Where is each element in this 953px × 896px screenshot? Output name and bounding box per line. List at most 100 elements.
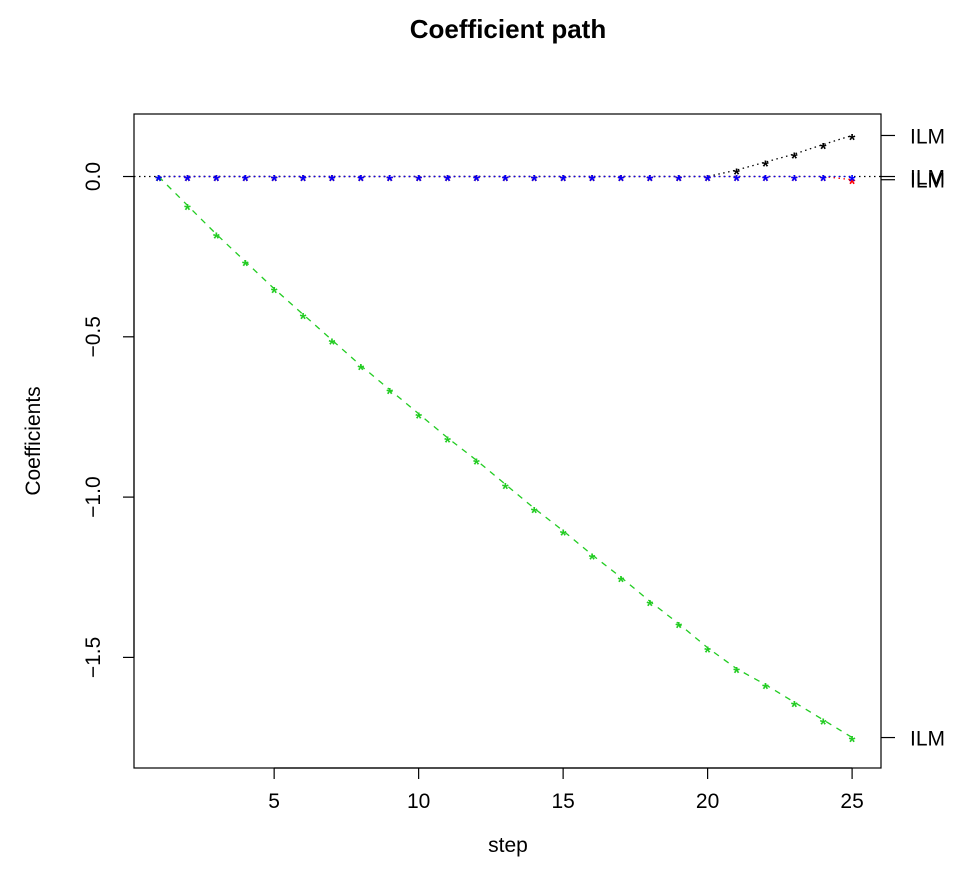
series-1-point: *	[386, 172, 393, 191]
series-4-point: *	[704, 172, 711, 191]
series-3-point: *	[473, 455, 480, 474]
series-4-point: *	[647, 172, 654, 191]
series-1-point: *	[704, 172, 711, 191]
series-1-point: *	[300, 172, 307, 191]
series-1-point: *	[791, 149, 798, 168]
series-3-point: *	[560, 526, 567, 545]
series-1-point: *	[849, 130, 856, 149]
y-axis: 0.0 −0.5 −1.0 −1.5	[82, 162, 135, 678]
right-label-series-2: ILM	[910, 170, 945, 193]
series-3-point: *	[184, 200, 191, 219]
series-3-point: *	[618, 572, 625, 591]
series-4-point: *	[531, 172, 538, 191]
series-3-point: *	[531, 503, 538, 522]
series-3-point: *	[762, 680, 769, 699]
x-axis-label: step	[488, 834, 528, 857]
series-4-point: *	[386, 172, 393, 191]
series-4-point: *	[415, 172, 422, 191]
series-4-point: *	[589, 172, 596, 191]
series-4-point: *	[213, 172, 220, 191]
series-2-point: *	[386, 172, 393, 191]
series-layer: * * * * * * * * * * * * * * * * * * * * * * ** ** * * * * * * * * * * * * * *…	[155, 130, 856, 751]
series-2-point: *	[502, 172, 509, 191]
series-3-point: *	[358, 361, 365, 380]
series-3-point: *	[213, 229, 220, 248]
series-4-point: *	[358, 172, 365, 191]
series-3-point: *	[271, 284, 278, 303]
series-4-point: *	[502, 172, 509, 191]
y-tick-label: −1.0	[82, 476, 105, 517]
series-1-point: *	[473, 172, 480, 191]
series-4-point: *	[473, 172, 480, 191]
right-label-series-4: ILM	[910, 167, 945, 190]
series-1-point: *	[531, 172, 538, 191]
series-1-point: *	[444, 172, 451, 191]
series-1-point: *	[329, 172, 336, 191]
x-tick-label: 20	[696, 790, 719, 813]
series-1-point: *	[560, 172, 567, 191]
series-1-point: *	[155, 172, 162, 191]
series-3-point: *	[329, 335, 336, 354]
series-4-point: *	[300, 172, 307, 191]
series-1-point: *	[415, 172, 422, 191]
series-3: * * * * * * * * * * * * * * * * * * * * * * * * *	[155, 172, 856, 752]
series-2-point: *	[415, 172, 422, 191]
series-4: * * * * * * * * * * * * * * * * * * * * * * * * *	[155, 172, 856, 191]
series-1-point: *	[762, 157, 769, 176]
series-3-point: *	[820, 715, 827, 734]
series-2-point: *	[762, 172, 769, 191]
series-2-point: *	[358, 172, 365, 191]
series-2-point: *	[184, 172, 191, 191]
series-3-point: *	[444, 433, 451, 452]
series-1-point: *	[271, 172, 278, 191]
series-4-point: *	[184, 172, 191, 191]
series-4-point: *	[560, 172, 567, 191]
series-2-point: *	[704, 172, 711, 191]
x-tick-label: 5	[268, 790, 280, 813]
series-2-point: *	[213, 172, 220, 191]
series-3-point: *	[675, 619, 682, 638]
series-2-point: *	[849, 175, 856, 194]
series-4-point: *	[271, 172, 278, 191]
series-4-point: *	[791, 172, 798, 191]
series-3-point: *	[155, 172, 162, 191]
series-2-point: *	[329, 172, 336, 191]
series-4-point: *	[849, 172, 856, 191]
series-2-point: *	[444, 172, 451, 191]
series-4-point: *	[329, 172, 336, 191]
series-2-point: *	[589, 172, 596, 191]
series-1-point: *	[242, 172, 249, 191]
series-4-point: *	[242, 172, 249, 191]
series-3-point: *	[386, 385, 393, 404]
series-3-point: *	[589, 550, 596, 569]
series-2-point: *	[300, 172, 307, 191]
y-tick-label: 0.0	[82, 162, 105, 191]
series-3-point: *	[733, 664, 740, 683]
series-4-point: *	[155, 172, 162, 191]
series-2-point: *	[820, 172, 827, 191]
series-4-point: *	[762, 172, 769, 191]
right-label-series-3: ILM	[910, 728, 945, 751]
x-tick-label: 25	[840, 790, 863, 813]
series-3-point: *	[704, 643, 711, 662]
series-1-point: *	[213, 172, 220, 191]
series-2-point: *	[242, 172, 249, 191]
series-2-point: *	[791, 172, 798, 191]
series-4-point: *	[733, 172, 740, 191]
series-1-point: *	[618, 172, 625, 191]
series-4-point: *	[675, 172, 682, 191]
series-2-point: *	[155, 172, 162, 191]
chart-title: Coefficient path	[410, 14, 606, 44]
x-axis: 5 10 15 20 25	[268, 767, 864, 813]
series-4-point: *	[820, 172, 827, 191]
series-1-point: *	[502, 172, 509, 191]
y-tick-label: −0.5	[82, 316, 105, 357]
series-2-point: *	[531, 172, 538, 191]
x-tick-label: 10	[407, 790, 430, 813]
series-2-point: *	[560, 172, 567, 191]
series-3-point: *	[242, 256, 249, 275]
series-4-point: *	[618, 172, 625, 191]
x-tick-label: 15	[551, 790, 574, 813]
